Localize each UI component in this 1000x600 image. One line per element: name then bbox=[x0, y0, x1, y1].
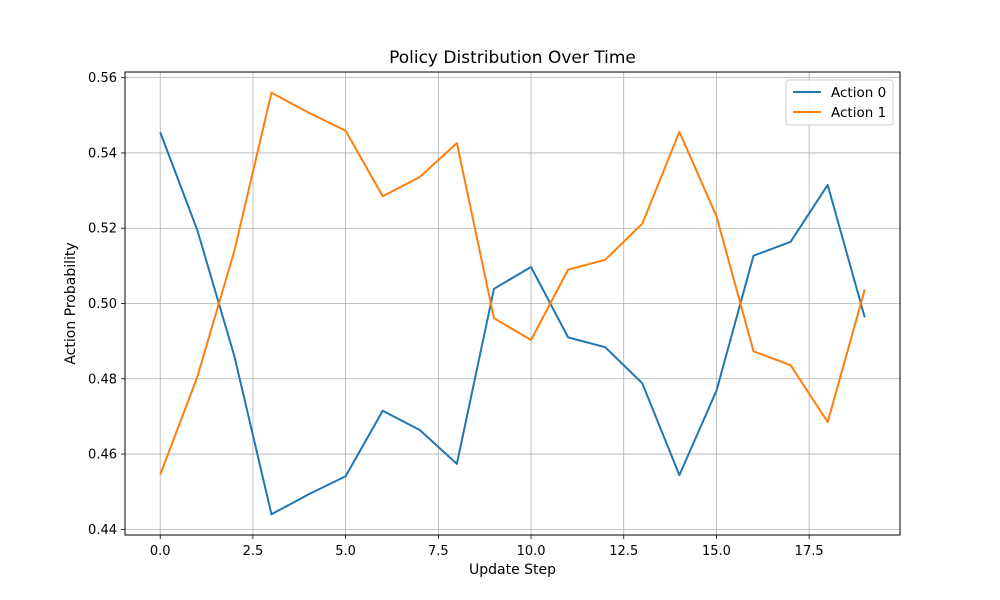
ticks: 0.0 2.5 5.0 7.5 10.0 12.5 15.0 17.5 0.44 0.46 0.48… bbox=[88, 71, 824, 559]
x-tick-label: 0.0 bbox=[150, 544, 171, 559]
y-axis-label: Action Probability bbox=[63, 242, 79, 364]
x-tick-label: 7.5 bbox=[428, 544, 449, 559]
x-tick-label: 10.0 bbox=[517, 544, 546, 559]
y-tick-label: 0.46 bbox=[88, 448, 117, 463]
x-axis-label: Update Step bbox=[469, 562, 556, 578]
x-tick-label: 12.5 bbox=[609, 544, 638, 559]
y-tick-label: 0.52 bbox=[88, 222, 117, 237]
y-tick-label: 0.50 bbox=[88, 297, 117, 312]
grid bbox=[125, 72, 900, 535]
x-tick-label: 2.5 bbox=[243, 544, 264, 559]
y-tick-label: 0.56 bbox=[88, 71, 117, 86]
series-line-action-1 bbox=[159, 91, 866, 476]
chart-title: Policy Distribution Over Time bbox=[389, 48, 636, 68]
legend-label: Action 0 bbox=[831, 85, 886, 101]
y-tick-label: 0.48 bbox=[88, 372, 117, 387]
x-tick-label: 15.0 bbox=[702, 544, 731, 559]
y-tick-label: 0.54 bbox=[88, 146, 117, 161]
legend-label: Action 1 bbox=[831, 105, 886, 121]
series-layer bbox=[159, 91, 866, 516]
x-tick-label: 17.5 bbox=[795, 544, 824, 559]
series-line-action-0 bbox=[159, 131, 866, 516]
legend: Action 0 Action 1 bbox=[785, 79, 894, 126]
x-tick-label: 5.0 bbox=[335, 544, 356, 559]
y-tick-label: 0.44 bbox=[88, 523, 117, 538]
